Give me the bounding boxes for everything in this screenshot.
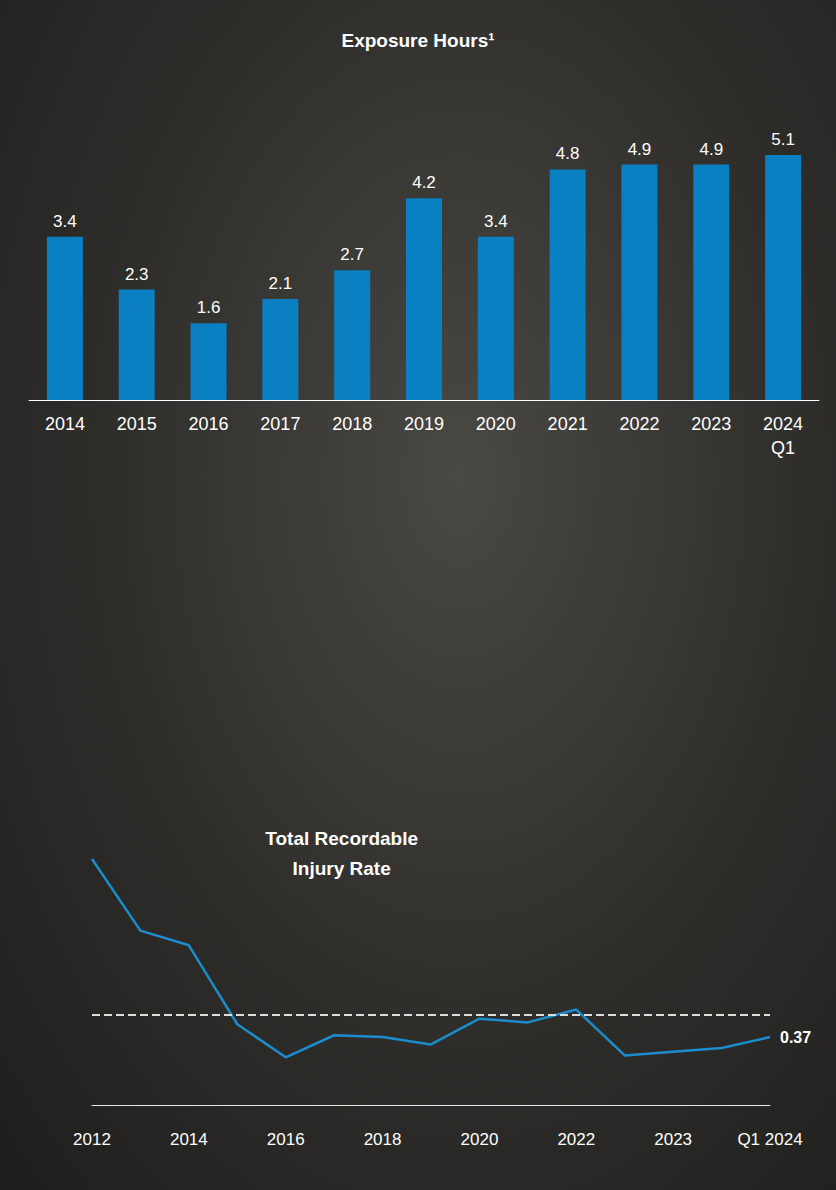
svg-text:1.6: 1.6 [197, 298, 221, 317]
svg-text:Total Recordable: Total Recordable [265, 828, 418, 849]
svg-text:2.3: 2.3 [125, 265, 149, 284]
svg-text:2019: 2019 [404, 414, 444, 434]
svg-text:2.1: 2.1 [269, 274, 293, 293]
svg-text:2022: 2022 [619, 414, 659, 434]
svg-text:2018: 2018 [364, 1130, 402, 1149]
svg-text:2014: 2014 [170, 1130, 208, 1149]
svg-text:2018: 2018 [332, 414, 372, 434]
svg-text:2024: 2024 [763, 414, 803, 434]
svg-text:2020: 2020 [476, 414, 516, 434]
svg-text:0.37: 0.37 [780, 1029, 811, 1046]
svg-text:2021: 2021 [548, 414, 588, 434]
svg-text:2016: 2016 [267, 1130, 305, 1149]
svg-text:Injury Rate: Injury Rate [293, 858, 391, 879]
svg-text:2022: 2022 [557, 1130, 595, 1149]
svg-text:2015: 2015 [117, 414, 157, 434]
svg-text:2014: 2014 [45, 414, 85, 434]
svg-text:2012: 2012 [73, 1130, 111, 1149]
svg-text:4.9: 4.9 [699, 140, 723, 159]
svg-text:4.2: 4.2 [412, 173, 436, 192]
svg-text:3.4: 3.4 [53, 212, 77, 231]
svg-text:Q1: Q1 [771, 438, 795, 458]
svg-text:4.8: 4.8 [556, 144, 580, 163]
svg-text:2023: 2023 [654, 1130, 692, 1149]
svg-text:2020: 2020 [461, 1130, 499, 1149]
svg-text:Exposure Hours¹: Exposure Hours¹ [341, 30, 494, 51]
svg-text:2017: 2017 [260, 414, 300, 434]
svg-text:2.7: 2.7 [340, 245, 364, 264]
svg-text:2023: 2023 [691, 414, 731, 434]
svg-text:3.4: 3.4 [484, 212, 508, 231]
svg-text:Q1 2024: Q1 2024 [737, 1130, 802, 1149]
svg-text:5.1: 5.1 [771, 130, 795, 149]
svg-text:4.9: 4.9 [628, 140, 652, 159]
svg-text:2016: 2016 [189, 414, 229, 434]
